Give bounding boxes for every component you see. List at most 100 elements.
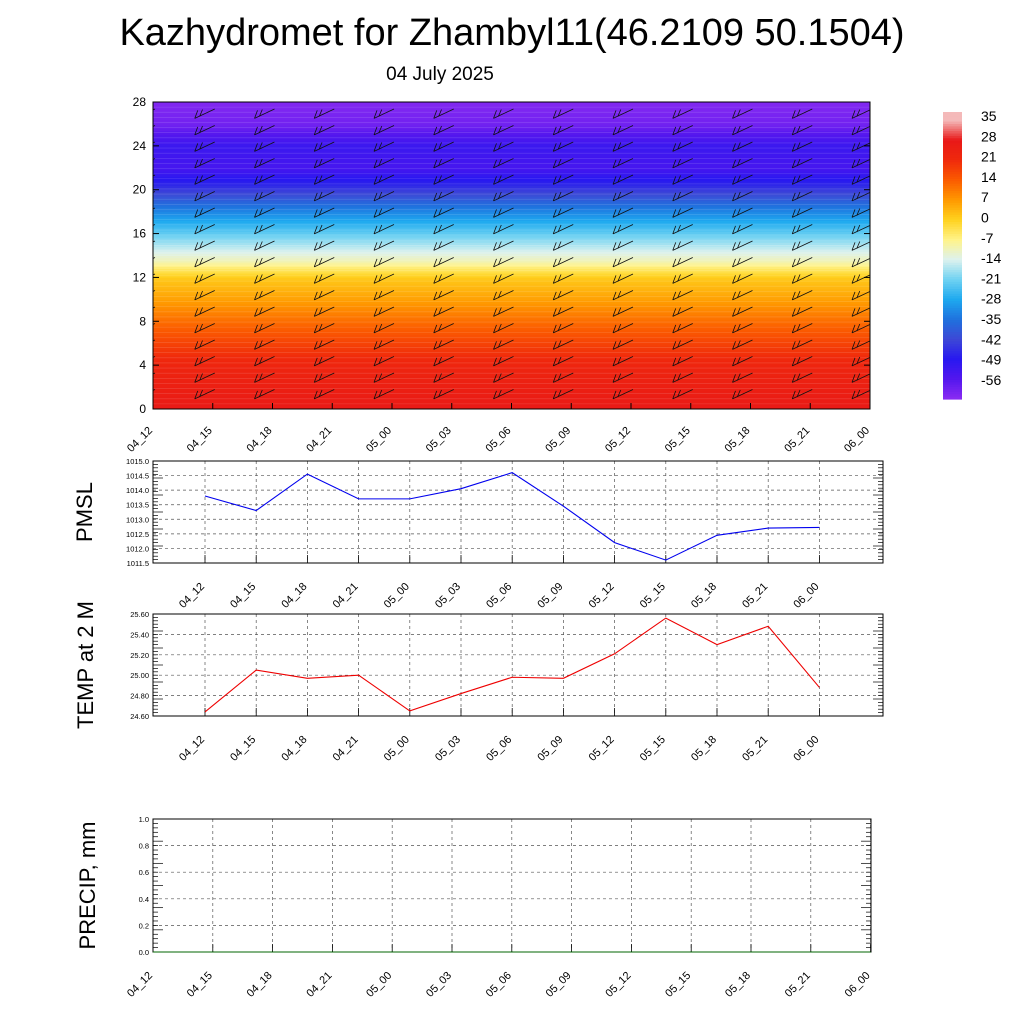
colorbar-swatch: [943, 305, 962, 309]
wind-barb-flag: [140, 241, 143, 248]
wind-barb-flag: [313, 308, 318, 317]
wind-barb-flag: [736, 274, 741, 282]
field-band: [153, 329, 870, 333]
field-band: [153, 373, 870, 377]
wind-barb: [314, 257, 335, 268]
x-tick-label: 05_21: [783, 970, 813, 1000]
wind-barb-flag: [672, 308, 677, 317]
wind-barb-flag: [140, 109, 143, 116]
y-tick-label: 1011.5: [127, 559, 149, 568]
wind-barb: [314, 158, 335, 169]
wind-barb-flag: [791, 291, 796, 301]
y-tick-label: 1013.5: [126, 501, 149, 510]
wind-barb-flag: [254, 242, 258, 251]
colorbar-swatch: [943, 339, 962, 343]
wind-barb-flag: [493, 291, 497, 301]
wind-barb-flag: [672, 275, 677, 284]
wind-barb: [194, 356, 215, 367]
y-tick-label: 4: [139, 358, 146, 372]
wind-barb-flag: [497, 257, 502, 266]
colorbar-label: 21: [981, 149, 997, 165]
wind-barb-flag: [318, 389, 323, 398]
wind-barb-flag: [677, 356, 681, 365]
wind-barb: [493, 389, 514, 400]
field-band: [153, 176, 870, 180]
wind-barb-flag: [791, 143, 796, 152]
wind-barb-flag: [373, 143, 378, 152]
wind-barb: [732, 389, 753, 400]
wind-barb-flag: [254, 176, 258, 185]
y-tick-label: 12: [133, 270, 147, 284]
wind-barb-flag: [313, 143, 318, 152]
y-tick-label: 0.6: [139, 868, 149, 877]
wind-barb-flag: [672, 192, 677, 202]
wind-barb-flag: [617, 307, 622, 315]
wind-barb-flag: [672, 143, 677, 152]
wind-barb-flag: [194, 258, 199, 268]
wind-barb: [672, 389, 693, 400]
wind-barb-flag: [791, 110, 796, 119]
y-tick-label: 24: [133, 139, 147, 153]
colorbar-label: 35: [981, 108, 997, 124]
wind-barb: [792, 273, 813, 284]
colorbar-swatch: [943, 324, 962, 328]
wind-barb-flag: [856, 158, 861, 167]
wind-barb-flag: [796, 208, 801, 216]
wind-barb: [732, 257, 753, 268]
wind-barb-flag: [557, 142, 562, 150]
wind-barb-flag: [140, 159, 143, 166]
wind-barb: [254, 174, 275, 185]
wind-barb: [792, 125, 813, 136]
colorbar-swatch: [943, 265, 962, 269]
wind-barb-flag: [796, 290, 801, 299]
wind-barb-flag: [672, 390, 677, 400]
wind-barb: [493, 191, 514, 202]
colorbar-swatch: [943, 279, 962, 283]
wind-barb: [553, 273, 574, 284]
field-band: [153, 296, 870, 300]
wind-barb: [194, 141, 215, 152]
wind-barb: [851, 158, 870, 169]
wind-barb-flag: [497, 323, 502, 332]
wind-barb-flag: [557, 224, 562, 233]
colorbar-label: -49: [981, 352, 1001, 368]
wind-barb: [254, 191, 275, 202]
cross-section-chart: 0 4 8 12 16 20 24 28 04_12 04_15 04_18 04_21 05_00 05…: [125, 95, 872, 455]
wind-barb-flag: [438, 389, 442, 398]
wind-barb-flag: [732, 308, 736, 317]
wind-barb: [851, 373, 870, 383]
wind-barb: [493, 339, 514, 350]
x-tick-label: 05_06: [484, 425, 514, 455]
wind-barb-flag: [313, 176, 318, 185]
wind-barb: [612, 141, 634, 152]
wind-barb: [314, 323, 335, 334]
wind-barb: [672, 158, 693, 169]
wind-barb: [433, 323, 454, 334]
colorbar-swatch: [943, 267, 962, 271]
field-band: [153, 351, 870, 355]
colorbar-swatch: [943, 343, 962, 347]
wind-barb-flag: [672, 209, 677, 218]
field-band: [153, 255, 870, 259]
wind-barb: [732, 158, 753, 169]
wind-barb: [792, 240, 813, 251]
colorbar-label: -7: [981, 230, 994, 246]
wind-barb-flag: [796, 125, 801, 134]
wind-barb: [153, 372, 156, 375]
wind-barb: [373, 290, 395, 301]
colorbar-swatch: [943, 188, 962, 192]
field-band: [153, 193, 870, 197]
wind-barb-flag: [617, 191, 622, 200]
wind-barb-flag: [493, 308, 497, 317]
wind-barb-flag: [254, 324, 258, 334]
x-tick-label: 05_09: [544, 970, 574, 1000]
colorbar-label: -35: [981, 311, 1001, 327]
wind-barb-flag: [199, 175, 203, 183]
x-tick-label: 04_21: [304, 425, 334, 455]
wind-barb-flag: [552, 291, 557, 301]
wind-barb: [851, 290, 870, 301]
page-subtitle: 04 July 2025: [386, 64, 494, 85]
wind-barb: [314, 389, 335, 400]
colorbar-swatch: [943, 272, 962, 276]
y-axis-label: PRECIP, mm: [75, 822, 100, 950]
